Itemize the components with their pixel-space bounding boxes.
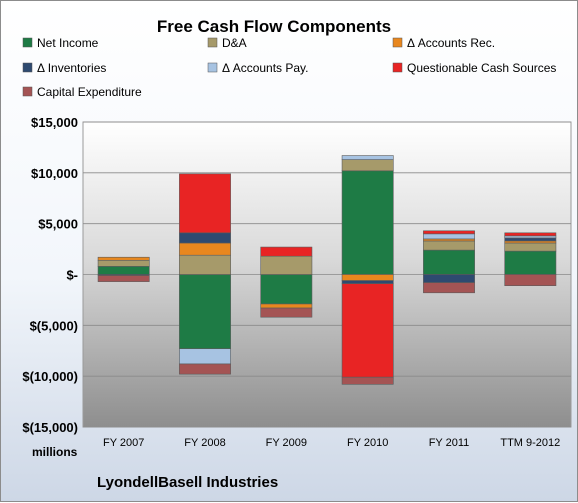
bar-segment: [179, 363, 231, 375]
bar-segment: [504, 250, 557, 275]
bar-segment: [341, 155, 394, 160]
bar-segment: [260, 255, 313, 275]
bar-segment: [260, 246, 313, 257]
bar-segment: [423, 274, 475, 283]
legend-entry: Capital Expenditure: [37, 85, 142, 99]
legend-entry: Δ Accounts Rec.: [407, 36, 495, 50]
legend-swatch: [392, 37, 403, 48]
legend-swatch: [392, 62, 403, 73]
bar-segment: [179, 173, 231, 234]
y-tick-label: $5,000: [38, 217, 78, 232]
bar-segment: [97, 266, 150, 275]
bar-segment: [504, 235, 557, 239]
x-category-label: FY 2007: [103, 437, 144, 449]
bar-segment: [423, 249, 475, 275]
bar-segment: [504, 237, 557, 242]
units-label: millions: [32, 445, 78, 459]
bar-segment: [341, 280, 394, 284]
bar-segment: [179, 232, 231, 244]
bars: [97, 155, 557, 385]
y-tick-label: $(5,000): [30, 318, 78, 333]
bar-segment: [341, 159, 394, 172]
y-tick-label: $-: [66, 268, 78, 283]
x-category-label: FY 2010: [347, 437, 388, 449]
bar-segment: [423, 240, 475, 251]
bar-segment: [179, 242, 231, 256]
bar-segment: [341, 283, 394, 378]
x-category-label: FY 2009: [266, 437, 307, 449]
x-category-label: FY 2008: [184, 437, 225, 449]
bar-segment: [423, 238, 475, 242]
legend-swatch: [207, 37, 218, 48]
legend-swatch: [22, 62, 33, 73]
gridlines: [83, 121, 571, 428]
x-category-label: TTM 9-2012: [500, 437, 560, 449]
y-tick-label: $15,000: [31, 115, 78, 130]
x-axis-labels: FY 2007 FY 2008 FY 2009 FY 2010 FY 2011 TTM 9…: [103, 437, 560, 449]
bar-segment: [179, 348, 231, 365]
bar-segment: [97, 259, 150, 267]
bar-segment: [504, 240, 557, 244]
bar-segment: [504, 242, 557, 252]
legend-entry: Net Income: [37, 36, 99, 50]
legend-swatch: [207, 62, 218, 73]
bar-segment: [97, 275, 150, 282]
legend-entry: D&A: [222, 36, 247, 50]
bar-segment: [423, 282, 475, 294]
bar-segment: [423, 230, 475, 235]
y-tick-label: $(15,000): [22, 420, 78, 435]
legend-entry: Questionable Cash Sources: [407, 61, 556, 75]
bar-segment: [179, 254, 231, 275]
legend: Net Income D&A Δ Accounts Rec. Δ Inventorie…: [22, 36, 556, 99]
y-axis-ticks: $15,000 $10,000 $5,000 $- $(5,000) $(10,000) $…: [22, 115, 78, 435]
bar-segment: [260, 274, 313, 305]
bar-segment: [179, 274, 231, 350]
company-name: LyondellBasell Industries: [97, 474, 278, 491]
y-tick-label: $(10,000): [22, 369, 78, 384]
bar-segment: [423, 233, 475, 240]
legend-swatch: [22, 37, 33, 48]
bar-segment: [341, 170, 394, 275]
x-category-label: FY 2011: [429, 437, 470, 449]
legend-entry: Δ Inventories: [37, 61, 106, 75]
bar-segment: [341, 274, 394, 281]
bar-segment: [341, 376, 394, 385]
y-tick-label: $10,000: [31, 166, 78, 181]
bar-segment: [504, 274, 557, 286]
legend-swatch: [22, 86, 33, 97]
bar-segment: [504, 232, 557, 237]
bar-segment: [260, 307, 313, 318]
chart-title: Free Cash Flow Components: [157, 17, 391, 36]
bar-segment: [97, 256, 150, 261]
legend-entry: Δ Accounts Pay.: [222, 61, 309, 75]
bar-segment: [260, 303, 313, 309]
